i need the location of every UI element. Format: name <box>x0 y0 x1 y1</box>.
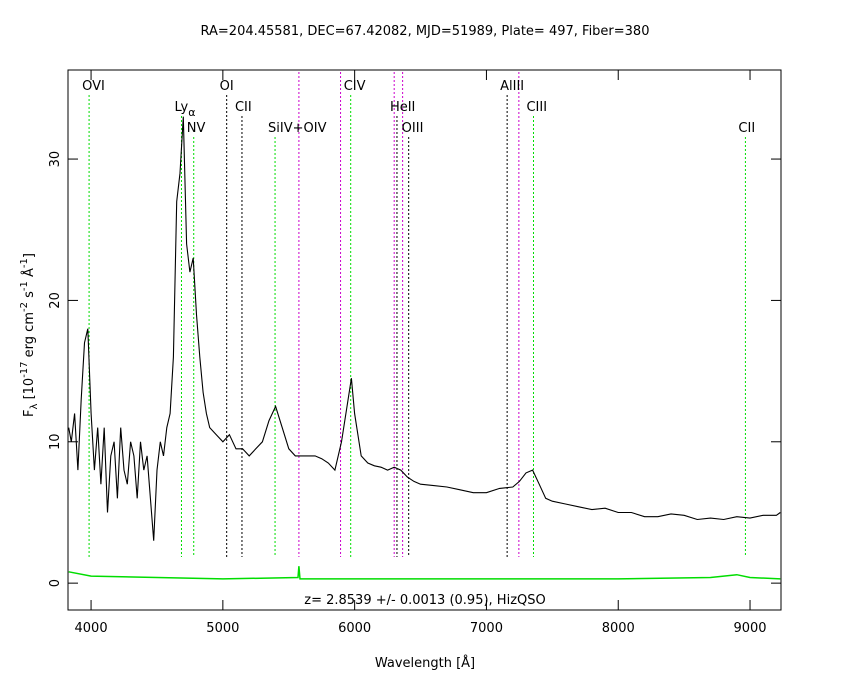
line-label-text: Ly <box>174 100 188 115</box>
line-label-text: HeII <box>390 100 415 115</box>
x-axis-label: Wavelength [Å] <box>375 655 475 671</box>
line-label-text: CIV <box>344 79 366 94</box>
line-label-sub: α <box>188 106 195 119</box>
line-label-text: NV <box>187 121 206 136</box>
y-label-part: -17 <box>19 361 30 377</box>
y-label-part: -2 <box>19 302 30 312</box>
line-label-text: CII <box>235 100 252 115</box>
y-label-part: -1 <box>19 258 30 268</box>
y-label-part: F <box>22 409 37 416</box>
y-tick-label: 10 <box>48 434 63 451</box>
x-tick-label: 6000 <box>338 621 371 636</box>
line-label: CIV <box>344 79 366 94</box>
line-label-text: SiIV+OIV <box>268 121 327 136</box>
line-label: SiIV+OIV <box>268 121 327 136</box>
line-label: CII <box>738 121 755 136</box>
line-label-text: OVI <box>82 79 105 94</box>
line-label-text: CIII <box>526 100 547 115</box>
line-label-text: OI <box>220 79 234 94</box>
annotation: z= 2.8539 +/- 0.0013 (0.95), HizQSO <box>304 593 545 608</box>
line-label: HeII <box>390 100 415 115</box>
plot-frame <box>67 69 782 611</box>
y-tick-label: 30 <box>48 151 63 168</box>
line-label: OIII <box>402 121 424 136</box>
y-label-part: λ <box>29 403 40 409</box>
y-tick-label: 0 <box>48 579 63 587</box>
x-tick-label: 5000 <box>206 621 239 636</box>
y-label-part: s <box>22 291 37 302</box>
line-label: OVI <box>82 79 105 94</box>
y-tick-label: 20 <box>48 292 63 309</box>
y-label-part: [10 <box>22 378 37 404</box>
x-tick-label: 4000 <box>75 621 108 636</box>
line-label: NV <box>187 121 206 136</box>
y-label-part: ] <box>22 253 37 258</box>
line-label-text: AlIII <box>500 79 524 94</box>
line-label: Lyα <box>174 100 195 119</box>
y-label-part: erg cm <box>22 312 37 361</box>
line-label-text: OIII <box>402 121 424 136</box>
y-label-part: Å <box>21 268 37 281</box>
chart-title: RA=204.45581, DEC=67.42082, MJD=51989, P… <box>201 24 650 39</box>
y-axis-label: Fλ [10-17 erg cm-2 s-1 Å-1] <box>19 253 40 417</box>
line-label-text: CII <box>738 121 755 136</box>
series-line <box>68 116 781 541</box>
y-label-part: -1 <box>19 281 30 291</box>
line-label: CIII <box>526 100 547 115</box>
x-tick-label: 8000 <box>602 621 635 636</box>
x-tick-label: 7000 <box>470 621 503 636</box>
series-line <box>68 566 781 580</box>
line-label: AlIII <box>500 79 524 94</box>
line-label: OI <box>220 79 234 94</box>
line-label: CII <box>235 100 252 115</box>
x-tick-label: 9000 <box>733 621 766 636</box>
